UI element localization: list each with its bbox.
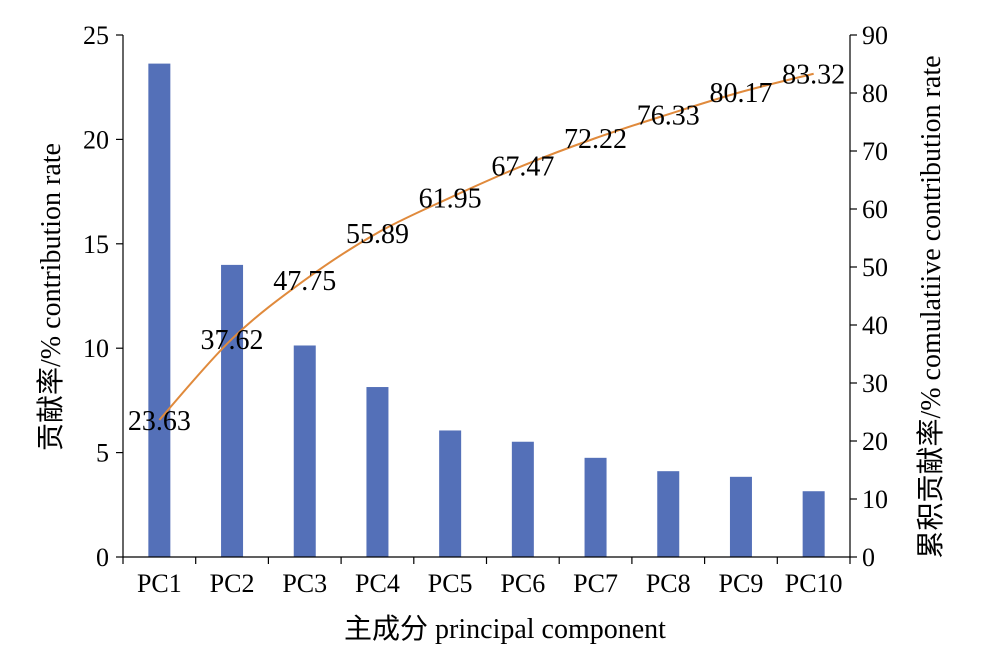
bar-series — [148, 63, 825, 558]
y-axis-title: 贡献率/% contribution rate — [35, 143, 67, 451]
data-label-pc8: 76.33 — [637, 100, 700, 131]
x-tick-label: PC4 — [355, 569, 400, 598]
y-tick-label: 20 — [83, 125, 109, 154]
y2-tick-label: 60 — [862, 195, 888, 224]
x-tick-label: PC1 — [137, 569, 182, 598]
y2-tick-label: 80 — [862, 79, 888, 108]
y-tick-label: 15 — [83, 230, 109, 259]
bar-pc1 — [148, 63, 171, 558]
x-axis-title: 主成分 principal component — [344, 613, 666, 645]
data-label-pc1: 23.63 — [128, 406, 191, 437]
bar-pc5 — [439, 430, 462, 557]
bar-pc8 — [657, 471, 680, 557]
cumulative-line-series — [158, 72, 814, 421]
bar-pc4 — [366, 387, 389, 557]
y2-tick-label: 70 — [862, 137, 888, 166]
cumulative-line — [158, 72, 814, 421]
y2-tick-label: 20 — [862, 427, 888, 456]
bar-pc7 — [584, 457, 607, 557]
y-tick-label: 5 — [96, 439, 109, 468]
bar-pc2 — [221, 264, 244, 557]
y2-tick-label: 0 — [862, 543, 875, 572]
data-label-pc2: 37.62 — [201, 325, 264, 356]
y2-tick-label: 90 — [862, 21, 888, 50]
y2-tick-label: 30 — [862, 369, 888, 398]
axes — [116, 34, 857, 564]
x-tick-label: PC10 — [785, 569, 843, 598]
bar-pc10 — [802, 491, 825, 557]
data-label-pc3: 47.75 — [273, 266, 336, 297]
x-tick-label: PC3 — [282, 569, 327, 598]
y2-axis-title: 累积贡献率/% comulatiive contribution rate — [915, 55, 947, 558]
x-tick-label: PC8 — [646, 569, 691, 598]
data-label-pc5: 61.95 — [419, 184, 482, 215]
tick-labels: 0 5 10 15 20 25 0 10 20 30 40 50 60 70 80 90 PC1 PC2 PC3 PC… — [83, 21, 888, 598]
y-tick-label: 0 — [96, 543, 109, 572]
data-label-pc9: 80.17 — [709, 78, 772, 109]
y-tick-label: 10 — [83, 334, 109, 363]
x-tick-label: PC7 — [573, 569, 618, 598]
bar-pc9 — [729, 476, 752, 557]
data-labels: 23.63 37.62 47.75 55.89 61.95 67.47 72.22 76.33… — [128, 60, 845, 437]
y2-tick-label: 10 — [862, 485, 888, 514]
x-tick-label: PC2 — [210, 569, 255, 598]
data-label-pc6: 67.47 — [491, 152, 554, 183]
bar-pc3 — [293, 345, 316, 557]
x-tick-label: PC5 — [428, 569, 473, 598]
y2-tick-label: 50 — [862, 253, 888, 282]
bar-pc6 — [511, 441, 534, 557]
data-label-pc7: 72.22 — [564, 124, 627, 155]
y-tick-label: 25 — [83, 21, 109, 50]
x-tick-label: PC6 — [500, 569, 545, 598]
data-label-pc10: 83.32 — [782, 60, 845, 91]
x-tick-label: PC9 — [719, 569, 764, 598]
data-label-pc4: 55.89 — [346, 219, 409, 250]
y2-tick-label: 40 — [862, 311, 888, 340]
